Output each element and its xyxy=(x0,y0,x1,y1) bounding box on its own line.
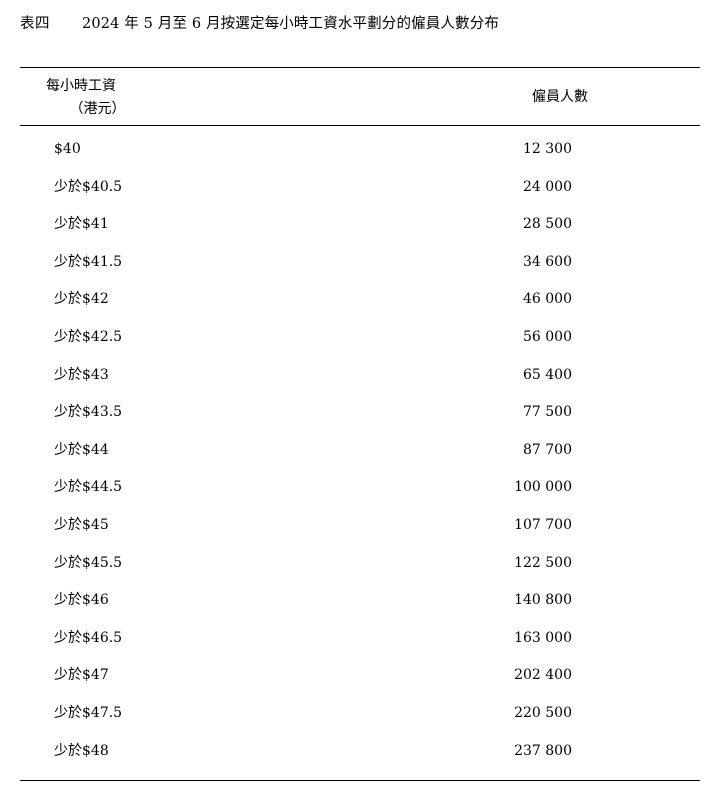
cell-employee-count: 77 500 xyxy=(523,404,572,421)
cell-employee-count: 237 800 xyxy=(514,742,572,759)
cell-hourly-wage: $40 xyxy=(54,141,81,157)
column-header-hourly-wage-line1: 每小時工資 xyxy=(46,78,116,94)
table-header-row: 每小時工資 （港元） 僱員人數 xyxy=(20,75,700,123)
cell-hourly-wage: 少於$42.5 xyxy=(54,328,123,345)
cell-hourly-wage: 少於$44.5 xyxy=(54,479,123,496)
table-body: $40 12 300 少於$40.5 24 000 少於$41 28 500 少於$41.5… xyxy=(20,139,700,778)
table-row: 少於$43.5 77 500 xyxy=(20,402,700,440)
column-header-hourly-wage: 每小時工資 （港元） xyxy=(46,75,226,121)
cell-employee-count: 56 000 xyxy=(523,328,572,345)
rule-below-header xyxy=(20,125,700,126)
cell-employee-count: 65 400 xyxy=(523,366,572,383)
table-row: 少於$45.5 122 500 xyxy=(20,553,700,591)
column-header-hourly-wage-unit: （港元） xyxy=(69,101,126,117)
table-row: 少於$47.5 220 500 xyxy=(20,703,700,741)
cell-hourly-wage: 少於$46 xyxy=(54,592,109,609)
cell-hourly-wage: 少於$46.5 xyxy=(54,629,123,646)
rule-top xyxy=(20,67,700,68)
cell-employee-count: 163 000 xyxy=(514,629,572,646)
cell-employee-count: 46 000 xyxy=(523,291,572,308)
cell-hourly-wage: 少於$45 xyxy=(54,516,109,533)
cell-hourly-wage: 少於$47.5 xyxy=(54,704,123,721)
cell-employee-count: 122 500 xyxy=(514,554,572,571)
column-header-employee-count: 僱員人數 xyxy=(532,89,588,105)
table-row: 少於$46 140 800 xyxy=(20,590,700,628)
cell-hourly-wage: 少於$45.5 xyxy=(54,554,123,571)
cell-hourly-wage: 少於$44 xyxy=(54,441,109,458)
cell-employee-count: 24 000 xyxy=(523,178,572,195)
table-row: 少於$40.5 24 000 xyxy=(20,177,700,215)
cell-hourly-wage: 少於$48 xyxy=(54,742,109,759)
cell-employee-count: 107 700 xyxy=(514,516,572,533)
table-row: 少於$46.5 163 000 xyxy=(20,628,700,666)
table-row: 少於$48 237 800 xyxy=(20,741,700,779)
table-row: 少於$43 65 400 xyxy=(20,365,700,403)
cell-hourly-wage: 少於$41 xyxy=(54,216,109,233)
cell-employee-count: 202 400 xyxy=(514,667,572,684)
table-title-text: 2024 年 5 月至 6 月按選定每小時工資水平劃分的僱員人數分布 xyxy=(82,16,499,32)
table-row: 少於$42.5 56 000 xyxy=(20,327,700,365)
table-row: 少於$47 202 400 xyxy=(20,665,700,703)
cell-employee-count: 28 500 xyxy=(523,216,572,233)
cell-employee-count: 12 300 xyxy=(523,141,572,157)
cell-hourly-wage: 少於$42 xyxy=(54,291,109,308)
table-row: $40 12 300 xyxy=(20,139,700,177)
cell-hourly-wage: 少於$40.5 xyxy=(54,178,123,195)
cell-employee-count: 34 600 xyxy=(523,253,572,270)
page-title: 表四 2024 年 5 月至 6 月按選定每小時工資水平劃分的僱員人數分布 xyxy=(20,14,700,38)
cell-employee-count: 140 800 xyxy=(514,592,572,609)
table-row: 少於$41.5 34 600 xyxy=(20,252,700,290)
rule-bottom xyxy=(20,780,700,781)
cell-hourly-wage: 少於$43 xyxy=(54,366,109,383)
table-row: 少於$45 107 700 xyxy=(20,515,700,553)
table-number-label: 表四 xyxy=(20,16,50,32)
cell-hourly-wage: 少於$43.5 xyxy=(54,404,123,421)
cell-hourly-wage: 少於$41.5 xyxy=(54,253,123,270)
cell-employee-count: 220 500 xyxy=(514,704,572,721)
table-row: 少於$44 87 700 xyxy=(20,440,700,478)
table-row: 少於$42 46 000 xyxy=(20,289,700,327)
cell-employee-count: 87 700 xyxy=(523,441,572,458)
cell-employee-count: 100 000 xyxy=(514,479,572,496)
table-row: 少於$41 28 500 xyxy=(20,214,700,252)
cell-hourly-wage: 少於$47 xyxy=(54,667,109,684)
table-row: 少於$44.5 100 000 xyxy=(20,477,700,515)
